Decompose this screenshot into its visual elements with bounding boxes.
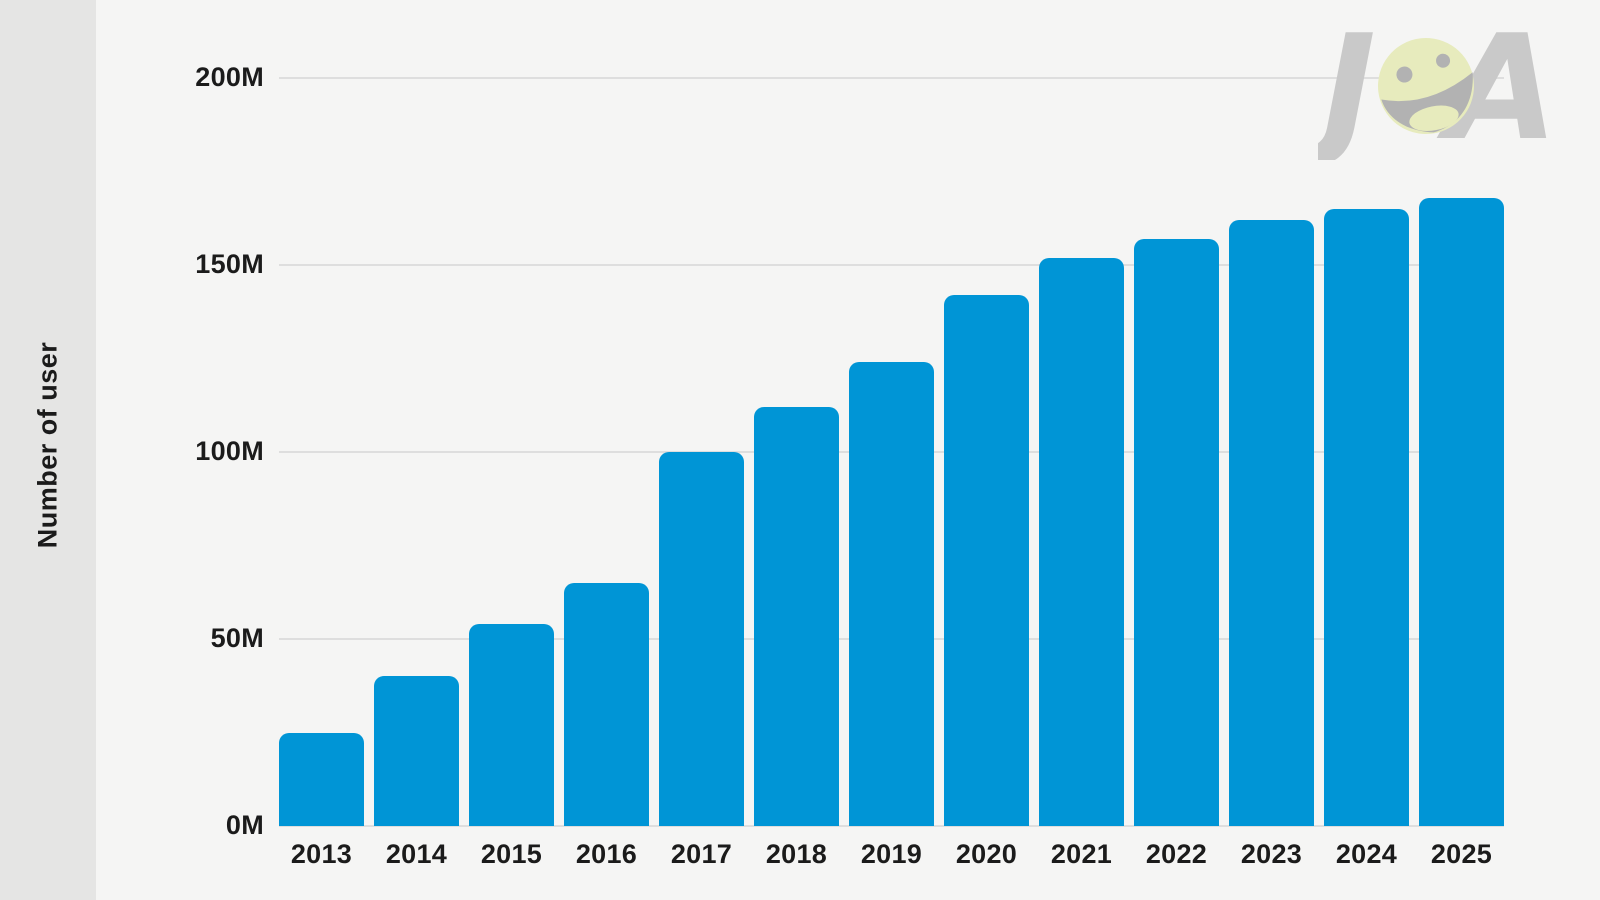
bar-2014 — [374, 676, 459, 826]
left-margin-strip — [0, 0, 96, 900]
plot-area: 2013 2014 2015 2016 2017 2018 2019 2020 2021 2022… — [279, 77, 1504, 869]
gridline-200M — [279, 77, 1504, 79]
bar-2013 — [279, 732, 364, 826]
y-tick-label-100M: 100M — [195, 435, 264, 466]
joa-logo: J A — [1318, 28, 1558, 160]
logo-letter-j: J — [1318, 28, 1376, 160]
x-tick-label-2020: 2020 — [955, 839, 1018, 869]
gridline-0M — [279, 825, 1504, 827]
bar-column-2021: 2021 — [1039, 78, 1124, 869]
bar-column-2013: 2013 — [279, 78, 364, 869]
bar-2023 — [1229, 220, 1314, 826]
x-tick-label-2015: 2015 — [480, 839, 543, 869]
x-tick-label-2021: 2021 — [1050, 839, 1113, 869]
x-tick-label-2023: 2023 — [1240, 839, 1303, 869]
x-tick-label-2024: 2024 — [1335, 839, 1398, 869]
x-tick-label-2019: 2019 — [860, 839, 923, 869]
smiley-left-eye — [1396, 66, 1413, 83]
bar-2018 — [754, 407, 839, 826]
bar-column-2024: 2024 — [1324, 78, 1409, 869]
y-tick-label-200M: 200M — [195, 61, 264, 92]
bar-2017 — [659, 452, 744, 826]
x-tick-label-2014: 2014 — [385, 839, 448, 869]
bar-2016 — [564, 582, 649, 826]
bar-column-2014: 2014 — [374, 78, 459, 869]
bar-column-2025: 2025 — [1419, 78, 1504, 869]
x-tick-label-2017: 2017 — [670, 839, 733, 869]
x-tick-label-2018: 2018 — [765, 839, 828, 869]
smiley-face-icon — [1378, 38, 1474, 134]
y-tick-label-50M: 50M — [210, 622, 264, 653]
gridline-150M — [279, 264, 1504, 266]
y-tick-label-150M: 150M — [195, 248, 264, 279]
smiley-tongue — [1409, 105, 1459, 131]
bar-2020 — [944, 294, 1029, 826]
bar-column-2015: 2015 — [469, 78, 554, 869]
bar-2021 — [1039, 257, 1124, 826]
bar-column-2018: 2018 — [754, 78, 839, 869]
bar-column-2017: 2017 — [659, 78, 744, 869]
bar-column-2019: 2019 — [849, 78, 934, 869]
x-tick-label-2016: 2016 — [575, 839, 638, 869]
bar-2015 — [469, 624, 554, 826]
bar-column-2020: 2020 — [944, 78, 1029, 869]
bar-2019 — [849, 362, 934, 826]
bar-2024 — [1324, 208, 1409, 826]
bar-2022 — [1134, 238, 1219, 826]
bar-column-2023: 2023 — [1229, 78, 1314, 869]
y-tick-label-0M: 0M — [225, 809, 264, 840]
bar-column-2016: 2016 — [564, 78, 649, 869]
bar-2025 — [1419, 197, 1504, 826]
x-tick-label-2025: 2025 — [1430, 839, 1493, 869]
bar-column-2022: 2022 — [1134, 78, 1219, 869]
x-tick-label-2022: 2022 — [1145, 839, 1208, 869]
x-tick-label-2013: 2013 — [290, 839, 353, 869]
smiley-right-eye — [1436, 53, 1451, 68]
